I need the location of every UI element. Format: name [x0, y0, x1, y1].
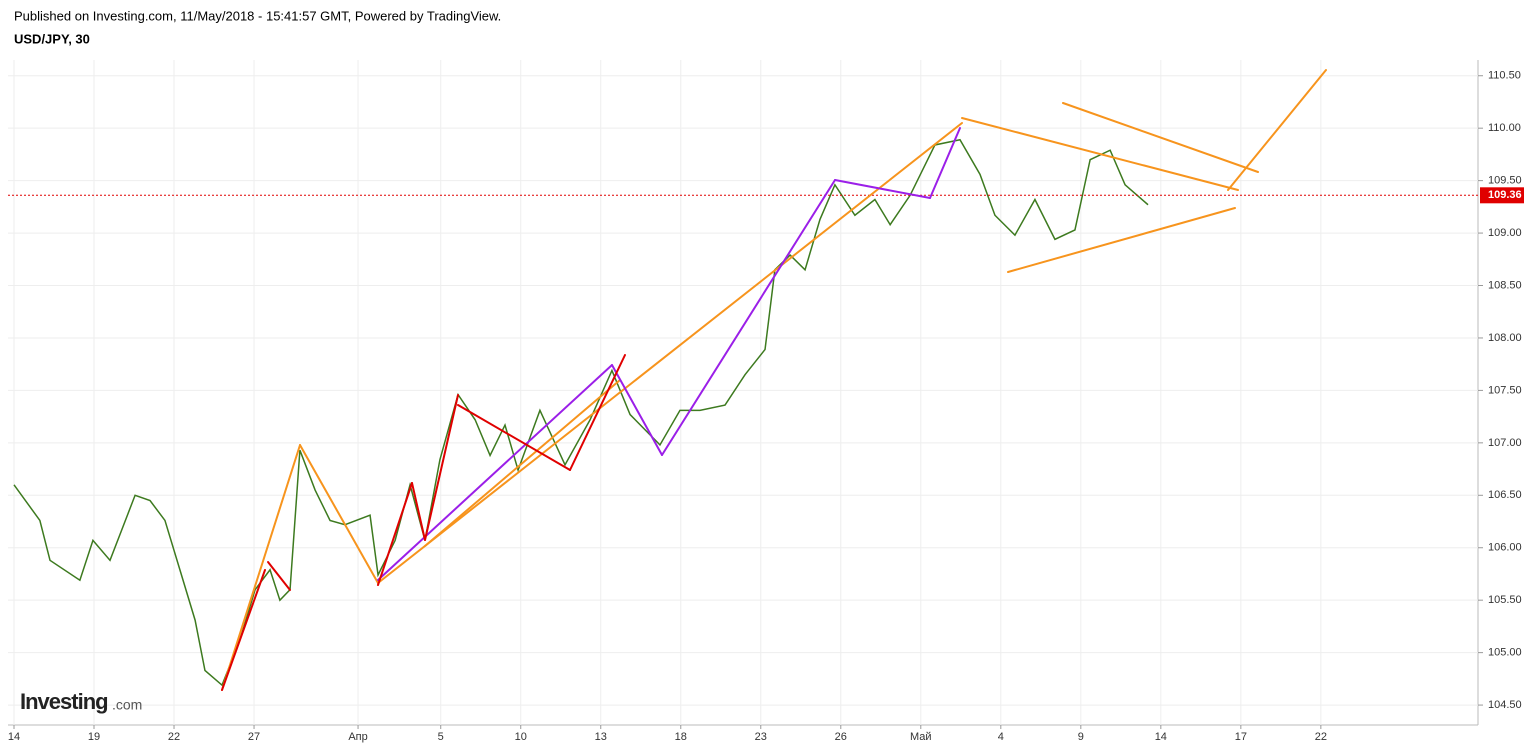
price-line	[13, 138, 1149, 687]
y-tick-label: 109.50	[1488, 175, 1522, 187]
logo-suffix: .com	[112, 697, 142, 713]
trend-line	[1007, 207, 1236, 273]
trend-line	[411, 482, 426, 541]
trend-line	[834, 179, 931, 199]
trend-line	[661, 179, 836, 456]
y-tick-label: 110.00	[1488, 122, 1521, 134]
y-tick-label: 108.50	[1488, 279, 1522, 291]
y-tick-label: 105.50	[1488, 594, 1522, 606]
trend-line	[569, 354, 626, 471]
trend-line	[267, 561, 291, 591]
x-tick-label: Апр	[348, 731, 367, 743]
x-tick-label: 18	[675, 731, 687, 743]
x-tick-label: 5	[438, 731, 444, 743]
x-tick-label: 14	[8, 731, 20, 743]
published-note: Published on Investing.com, 11/May/2018 …	[14, 8, 501, 23]
y-tick-label: 109.00	[1488, 227, 1522, 239]
trend-line	[299, 444, 379, 584]
y-tick-label: 104.50	[1488, 699, 1522, 711]
y-tick-label: 106.50	[1488, 489, 1522, 501]
x-tick-label: 9	[1078, 731, 1084, 743]
drawings	[221, 69, 1327, 691]
trend-line	[1062, 102, 1259, 173]
trend-line	[457, 404, 571, 471]
trend-line	[611, 364, 663, 456]
trend-line	[221, 444, 301, 691]
y-tick-label: 107.50	[1488, 384, 1522, 396]
x-tick-label: 10	[515, 731, 527, 743]
x-tick-label: 22	[1315, 731, 1327, 743]
last-price-label: 109.36	[1488, 189, 1522, 201]
trend-line	[221, 569, 266, 691]
x-tick-label: 13	[595, 731, 607, 743]
y-tick-label: 105.00	[1488, 647, 1522, 659]
x-tick-label: 23	[755, 731, 767, 743]
last-price-tag	[1480, 187, 1524, 204]
x-tick-label: Май	[910, 731, 932, 743]
logo-brand: Investing	[20, 689, 108, 714]
y-tick-label: 106.00	[1488, 542, 1522, 554]
y-tick-label: 107.00	[1488, 437, 1522, 449]
trend-line	[377, 482, 413, 586]
grid: 104.50 105.00 105.50 106.00 106.50 107.00 107.…	[8, 60, 1522, 743]
plot: 109.36	[8, 138, 1524, 687]
x-tick-label: 4	[998, 731, 1004, 743]
trend-line	[424, 394, 459, 541]
trend-line	[424, 379, 621, 547]
trend-line	[961, 117, 1239, 191]
trend-line	[929, 127, 961, 199]
x-tick-label: 19	[88, 731, 100, 743]
y-tick-label: 108.00	[1488, 332, 1522, 344]
trend-line	[377, 122, 963, 584]
x-tick-label: 14	[1155, 731, 1167, 743]
symbol: USD/JPY, 30	[14, 31, 90, 46]
trend-line	[1227, 69, 1327, 191]
y-tick-label: 110.50	[1488, 70, 1521, 82]
x-tick-label: 17	[1235, 731, 1247, 743]
x-tick-label: 27	[248, 731, 260, 743]
x-tick-label: 26	[835, 731, 847, 743]
trend-line	[377, 364, 613, 581]
x-tick-label: 22	[168, 731, 180, 743]
